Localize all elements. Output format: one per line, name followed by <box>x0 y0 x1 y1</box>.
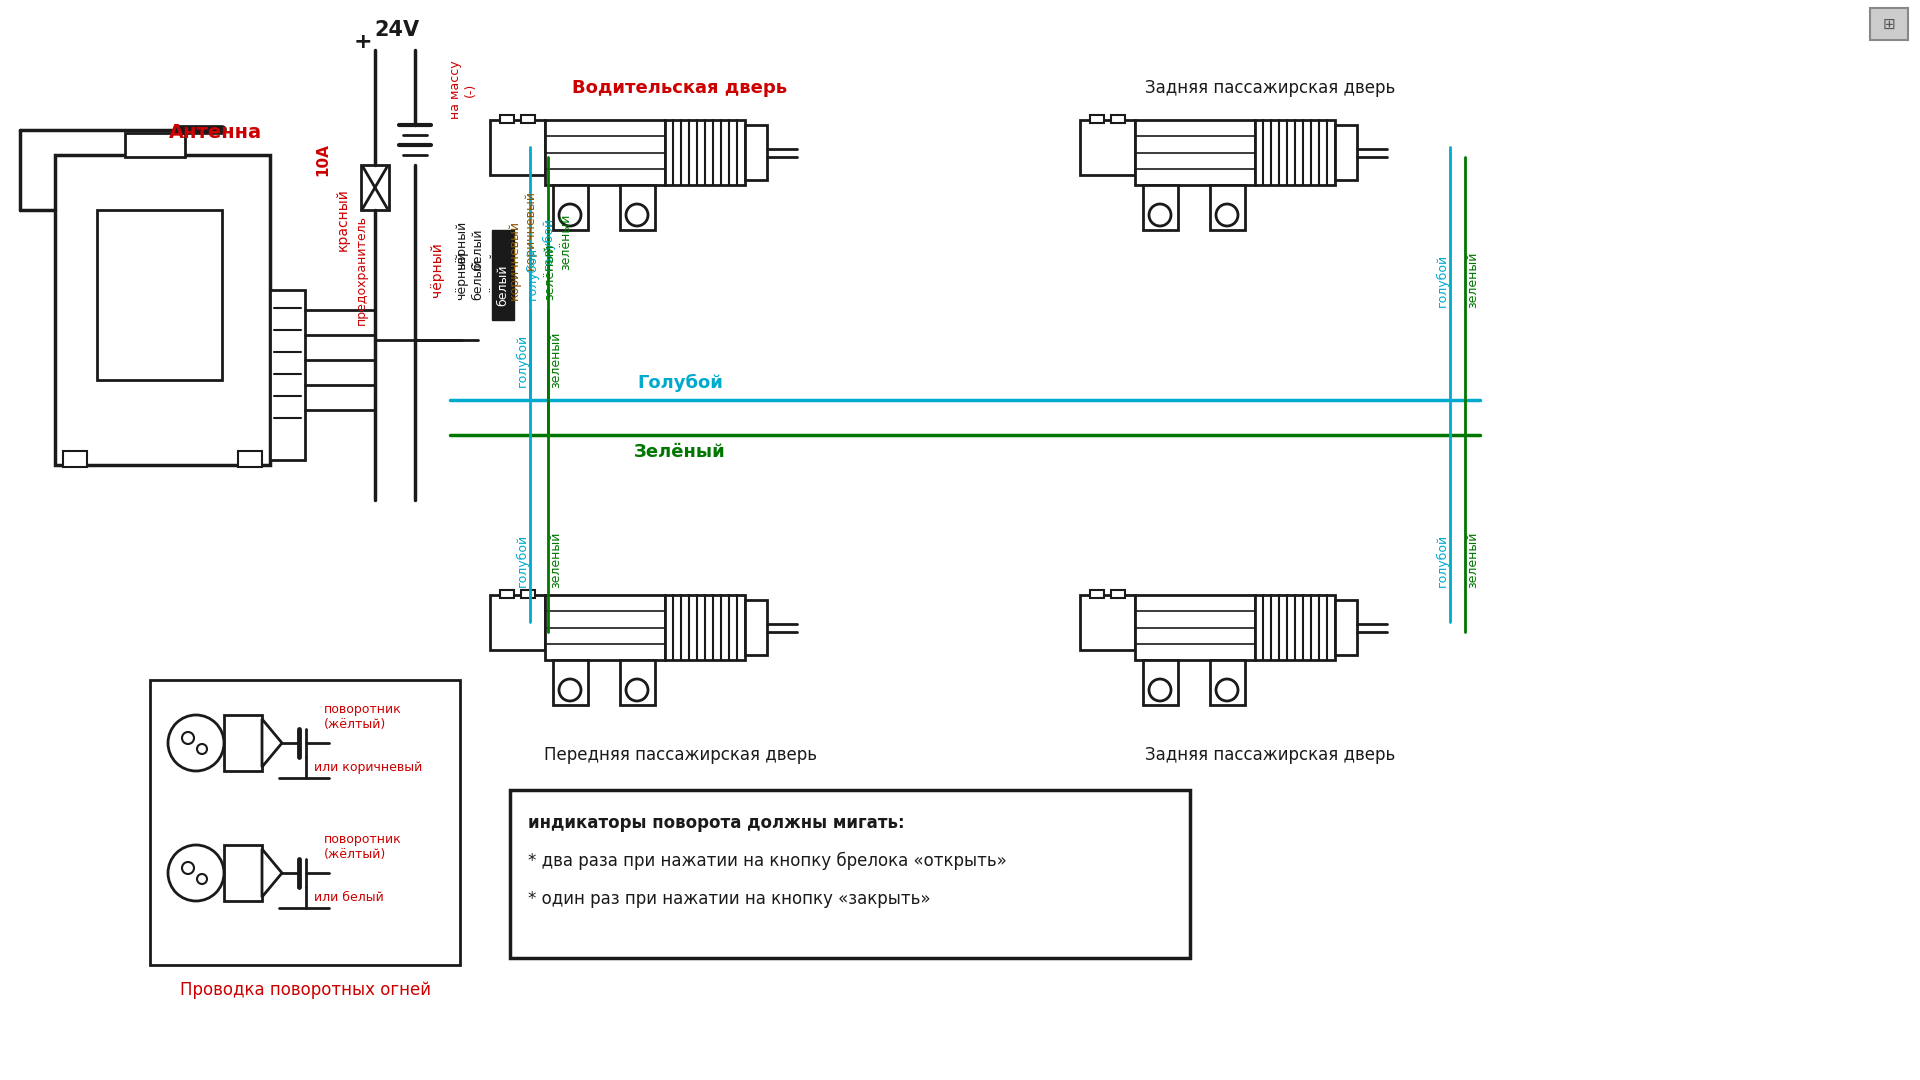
Text: чёрный: чёрный <box>490 251 503 300</box>
Bar <box>1135 120 1256 185</box>
Text: поворотник
(жёлтый): поворотник (жёлтый) <box>324 833 401 861</box>
Bar <box>1142 185 1179 230</box>
Bar <box>520 590 536 598</box>
Text: поворотник
(жёлтый): поворотник (жёлтый) <box>324 703 401 731</box>
Bar <box>545 595 664 660</box>
Text: или белый: или белый <box>315 891 384 904</box>
Bar <box>1112 114 1125 123</box>
Bar <box>1079 595 1135 650</box>
Text: +: + <box>353 32 372 52</box>
Bar <box>98 210 223 380</box>
Text: Водительская дверь: Водительская дверь <box>572 79 787 97</box>
Text: или коричневый: или коричневый <box>315 761 422 774</box>
Bar <box>1334 125 1357 180</box>
Text: зелёный: зелёный <box>543 244 557 300</box>
Bar <box>1142 660 1179 705</box>
Bar <box>545 120 664 185</box>
Text: голубой: голубой <box>1436 254 1448 307</box>
Text: зелёный: зелёный <box>549 332 563 388</box>
Bar <box>1210 660 1244 705</box>
Text: красный: красный <box>336 189 349 252</box>
Bar <box>1870 8 1908 40</box>
Bar <box>499 590 515 598</box>
Text: чёрный: чёрный <box>455 251 468 300</box>
Text: 24V: 24V <box>374 21 420 40</box>
Text: Проводка поворотных огней: Проводка поворотных огней <box>179 981 430 999</box>
Bar <box>63 451 86 467</box>
Bar <box>1256 120 1334 185</box>
Bar <box>745 599 766 656</box>
Bar <box>520 114 536 123</box>
Text: Зелёный: Зелёный <box>634 443 726 461</box>
Text: чёрный: чёрный <box>430 243 444 297</box>
Bar <box>745 125 766 180</box>
Bar <box>492 230 515 320</box>
Bar <box>490 595 545 650</box>
Text: индикаторы поворота должны мигать:: индикаторы поворота должны мигать: <box>528 814 904 832</box>
Text: зелёный: зелёный <box>1467 531 1480 589</box>
Text: зелёный: зелёный <box>559 214 572 270</box>
Text: * два раза при нажатии на кнопку брелока «открыть»: * два раза при нажатии на кнопку брелока… <box>528 852 1006 870</box>
Text: зелёный: зелёный <box>1467 252 1480 308</box>
Bar <box>1091 114 1104 123</box>
Text: голубой: голубой <box>515 334 528 387</box>
Bar <box>361 165 390 210</box>
Text: предохранитель: предохранитель <box>355 215 367 325</box>
Bar <box>553 660 588 705</box>
Text: коричневый: коричневый <box>507 220 520 300</box>
Text: Задняя пассажирская дверь: Задняя пассажирская дверь <box>1144 79 1396 97</box>
Text: коричневый: коричневый <box>524 190 536 270</box>
Text: Передняя пассажирская дверь: Передняя пассажирская дверь <box>543 746 816 764</box>
Bar <box>56 156 271 465</box>
Bar <box>238 451 261 467</box>
Text: 10А: 10А <box>315 144 330 176</box>
Bar <box>1079 120 1135 175</box>
Text: голубой: голубой <box>526 247 538 300</box>
Text: белый: белый <box>472 258 484 300</box>
Text: зелёный: зелёный <box>549 531 563 589</box>
Bar <box>1112 590 1125 598</box>
Bar <box>1334 599 1357 656</box>
Bar <box>150 680 461 966</box>
Bar <box>620 185 655 230</box>
Text: чёрный: чёрный <box>455 220 468 270</box>
Bar <box>664 120 745 185</box>
Text: голубой: голубой <box>515 534 528 586</box>
Text: белый: белый <box>505 229 518 270</box>
Bar <box>620 660 655 705</box>
Bar <box>1135 595 1256 660</box>
Text: голубой: голубой <box>541 217 555 270</box>
Bar <box>225 715 261 771</box>
Bar <box>553 185 588 230</box>
Text: голубой: голубой <box>1436 534 1448 586</box>
Bar <box>664 595 745 660</box>
Polygon shape <box>261 719 282 767</box>
Bar <box>225 845 261 901</box>
Polygon shape <box>261 849 282 897</box>
Bar <box>125 133 184 157</box>
Text: ⊞: ⊞ <box>1884 16 1895 31</box>
Bar <box>490 120 545 175</box>
Bar <box>1091 590 1104 598</box>
Text: Антенна: Антенна <box>169 122 261 141</box>
Text: Задняя пассажирская дверь: Задняя пассажирская дверь <box>1144 746 1396 764</box>
Bar <box>499 114 515 123</box>
Text: * один раз при нажатии на кнопку «закрыть»: * один раз при нажатии на кнопку «закрыт… <box>528 890 931 908</box>
Bar <box>1210 185 1244 230</box>
Text: на массу
(-): на массу (-) <box>449 60 476 119</box>
Bar <box>271 291 305 460</box>
Text: белый: белый <box>472 229 484 270</box>
Bar <box>511 789 1190 958</box>
Bar <box>1256 595 1334 660</box>
Text: белый: белый <box>497 265 509 306</box>
Text: Голубой: Голубой <box>637 374 724 392</box>
